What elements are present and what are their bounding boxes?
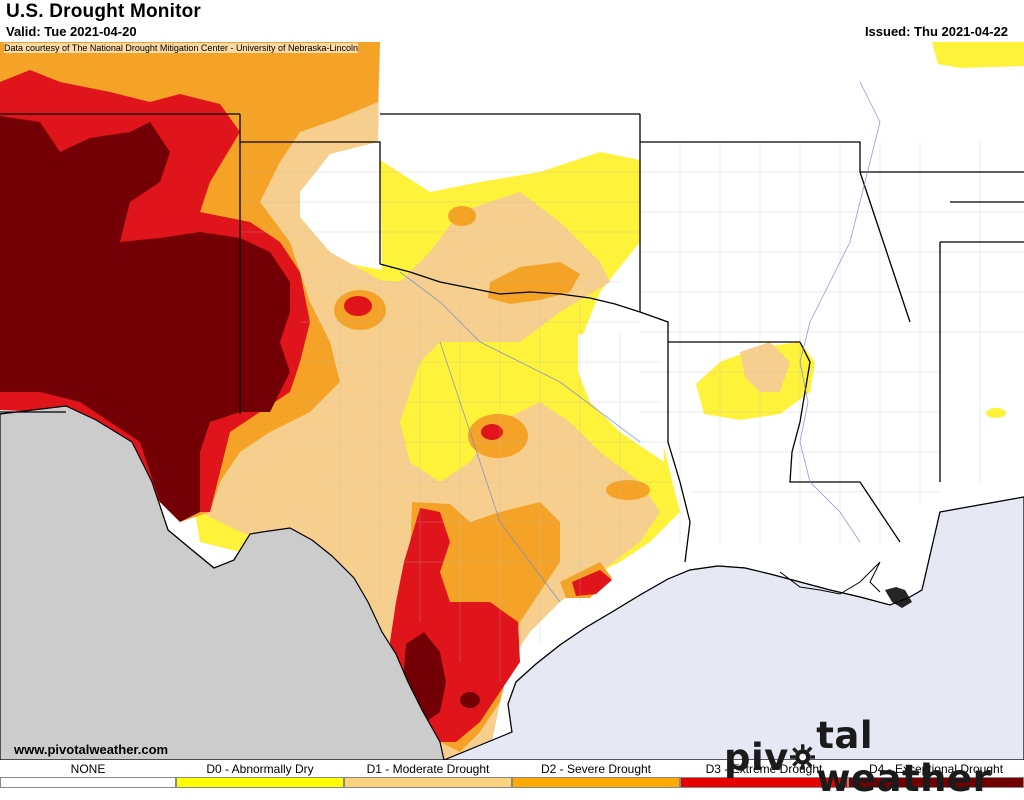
state-borders [0, 113, 1024, 563]
map-title: U.S. Drought Monitor [6, 1, 202, 22]
rivers [399, 81, 881, 603]
map-header: U.S. Drought Monitor Valid: Tue 2021-04-… [0, 0, 1024, 42]
drought-map [0, 42, 1024, 760]
legend-label-d2: D2 - Severe Drought [540, 762, 652, 776]
legend-item-d1: D1 - Moderate Drought [344, 760, 512, 791]
legend-item-d2: D2 - Severe Drought [512, 760, 680, 791]
gulf-overlay [443, 496, 1024, 760]
data-credit: Data courtesy of The National Drought Mi… [4, 43, 358, 53]
legend-label-d0: D0 - Abnormally Dry [206, 762, 314, 776]
site-url[interactable]: www.pivotalweather.com [14, 742, 169, 757]
legend-swatch-d0 [176, 777, 344, 788]
valid-date: Valid: Tue 2021-04-20 [6, 24, 137, 39]
legend-item-d4: D4 - Exceptional Drought [848, 760, 1024, 791]
legend-swatch-d1 [344, 777, 512, 788]
legend-label-d4: D4 - Exceptional Drought [868, 762, 1004, 776]
coastline [885, 587, 912, 608]
coastline-louisiana [779, 561, 881, 595]
legend-label-d1: D1 - Moderate Drought [366, 762, 490, 776]
mexico-overlay [0, 405, 445, 760]
issued-date: Issued: Thu 2021-04-22 [864, 24, 1008, 39]
legend-item-d0: D0 - Abnormally Dry [176, 760, 344, 791]
legend-label-none: NONE [70, 762, 106, 776]
pivotal-weather-logo: piv tal weather [724, 714, 1024, 800]
logo-text-right: tal weather [816, 714, 992, 800]
drought-map-svg [0, 42, 1024, 760]
legend-swatch-d3 [680, 777, 848, 788]
gear-icon [789, 744, 816, 770]
drought-legend: NONE D0 - Abnormally Dry D1 - Moderate D… [0, 760, 1024, 791]
logo-text-left: piv [724, 735, 789, 779]
legend-item-none: NONE [0, 760, 176, 791]
legend-swatch-d2 [512, 777, 680, 788]
legend-swatch-none [0, 777, 176, 788]
